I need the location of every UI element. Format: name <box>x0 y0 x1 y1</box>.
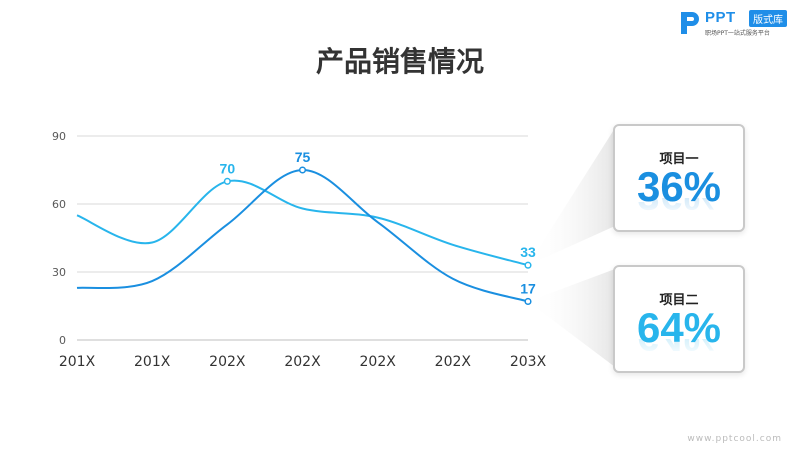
x-tick-label: 202X <box>435 354 472 370</box>
brand-tag: 版式库 <box>749 10 787 27</box>
watermark: www.pptcool.com <box>687 434 782 444</box>
chart-title: 产品销售情况 <box>315 45 484 78</box>
data-point <box>223 177 231 185</box>
stat-card-value-reflection: 36% <box>615 198 743 218</box>
stat-card-project-2: 项目二 64% 64% <box>613 265 745 373</box>
data-label: 33 <box>520 244 536 260</box>
stat-card-value-reflection: 64% <box>615 339 743 359</box>
data-label: 70 <box>220 160 236 176</box>
data-point <box>524 261 532 269</box>
y-tick-label: 90 <box>52 130 66 143</box>
series-1: 70 33 <box>76 160 536 269</box>
data-label: 75 <box>295 149 311 165</box>
y-tick-label: 30 <box>52 266 66 279</box>
logo-p-icon <box>681 12 699 34</box>
highlight-beam <box>528 269 615 367</box>
x-tick-label: 202X <box>284 354 321 370</box>
stat-card-value: 36% <box>636 163 722 210</box>
series-2: 75 17 <box>76 149 536 306</box>
brand-logo: PPT 版式库 职场PPT一站式服务平台 <box>679 8 795 38</box>
stat-card-label: 项目一 <box>659 152 699 167</box>
brand-subtitle: 职场PPT一站式服务平台 <box>705 30 770 37</box>
stat-card-value: 64% <box>636 304 722 351</box>
brand-name: PPT <box>705 9 736 26</box>
x-tick-label: 202X <box>360 354 397 370</box>
series-line <box>76 168 529 303</box>
data-label: 17 <box>520 280 536 296</box>
x-tick-label: 203X <box>510 354 547 370</box>
data-point <box>298 166 307 174</box>
x-tick-label: 201X <box>134 354 171 370</box>
y-tick-label: 60 <box>52 198 66 211</box>
x-tick-label: 202X <box>209 354 246 370</box>
y-tick-label: 0 <box>59 334 66 347</box>
highlight-beam <box>528 128 615 266</box>
data-point <box>524 297 532 306</box>
stat-card-project-1: 项目一 36% 36% <box>613 124 745 232</box>
stat-card-label: 项目二 <box>659 293 699 308</box>
x-tick-label: 201X <box>59 354 96 370</box>
series-line <box>76 179 529 267</box>
